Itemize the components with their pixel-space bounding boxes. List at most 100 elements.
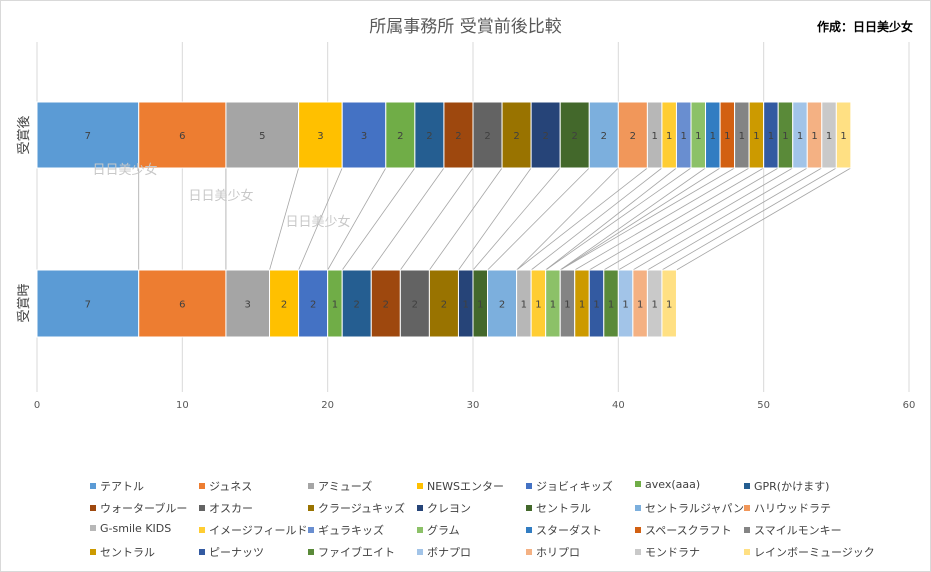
legend-label: スターダスト — [536, 524, 602, 537]
series-connector-line — [327, 167, 387, 271]
legend-label: グラム — [427, 524, 460, 537]
legend-label: ボナプロ — [427, 546, 471, 559]
data-label: 1 — [579, 300, 585, 311]
data-label: 1 — [651, 300, 657, 311]
legend-swatch — [417, 527, 423, 533]
bar-segment — [559, 101, 590, 169]
data-label: 2 — [397, 131, 403, 142]
legend-item: ピーナッツ — [199, 544, 264, 560]
series-connector-line — [559, 167, 735, 271]
legend-swatch — [199, 527, 205, 533]
bar-segment — [530, 101, 561, 169]
legend-swatch — [90, 549, 96, 555]
bar-segment — [428, 269, 459, 338]
series-connector-line — [429, 167, 503, 271]
data-label: 3 — [361, 131, 367, 142]
series-connector-line — [458, 167, 532, 271]
legend-label: セントラル — [100, 546, 155, 559]
data-label: 1 — [521, 300, 527, 311]
data-label: 7 — [85, 131, 91, 142]
data-label: 1 — [840, 131, 846, 142]
legend-swatch — [526, 527, 532, 533]
series-connector-line — [545, 167, 692, 271]
data-label: 1 — [564, 300, 570, 311]
watermark-text: 日日美少女 — [188, 188, 253, 204]
series-connector-line — [559, 167, 706, 271]
data-label: 2 — [441, 300, 447, 311]
legend-item: ホリプロ — [526, 544, 580, 560]
legend-label: ギュラキッズ — [318, 524, 384, 537]
legend-item: ギュラキッズ — [308, 522, 384, 538]
legend-label: テアトル — [100, 480, 144, 493]
legend-label: クラージュキッズ — [318, 502, 406, 515]
bar-segment — [617, 101, 648, 169]
bar-segment — [370, 269, 401, 338]
bar-segment — [835, 101, 852, 169]
legend-item: セントラル — [526, 500, 591, 516]
legend-swatch — [635, 505, 641, 511]
legend-swatch — [90, 505, 96, 511]
legend-item: ボナプロ — [417, 544, 471, 560]
series-connector-line — [370, 167, 445, 271]
bar-segment — [269, 269, 300, 338]
legend-label: GPR(かけます) — [754, 480, 830, 493]
legend-item: ウォーターブルー — [90, 500, 187, 516]
series-connector-line — [632, 167, 808, 271]
series-connector-line — [589, 167, 764, 271]
data-label: 2 — [310, 300, 316, 311]
legend-label: ウォーターブルー — [100, 502, 188, 515]
watermark-text: 日日美少女 — [92, 162, 157, 178]
data-label: 2 — [412, 300, 418, 311]
data-label: 1 — [681, 131, 687, 142]
chart-title: 所属事務所 受賞前後比較 — [369, 17, 562, 37]
series-connector-line — [603, 167, 779, 271]
legend-swatch — [308, 549, 314, 555]
legend-label: スペースクラフト — [645, 524, 732, 537]
watermark-text: 日日美少女 — [285, 214, 350, 230]
data-label: 1 — [622, 300, 628, 311]
legend-label: ホリプロ — [536, 546, 580, 559]
legend-swatch — [417, 483, 423, 489]
legend-item: セントラルジャパン — [635, 500, 744, 516]
legend-swatch — [744, 527, 750, 533]
legend-item: セントラル — [90, 544, 155, 560]
legend-label: セントラル — [536, 502, 591, 515]
data-label: 2 — [630, 131, 636, 142]
legend-item: ハリウッドラテ — [744, 500, 831, 516]
legend-swatch — [308, 527, 314, 533]
category-label: 受賞時 — [17, 283, 32, 322]
legend-swatch — [199, 549, 205, 555]
data-label: 6 — [179, 131, 185, 142]
series-connector-line — [298, 167, 343, 271]
data-label: 1 — [477, 300, 483, 311]
bar-segment — [385, 101, 416, 169]
data-label: 1 — [753, 131, 759, 142]
series-connector-line — [618, 167, 793, 271]
legend-swatch — [526, 483, 532, 489]
legend-item: クレヨン — [417, 500, 471, 516]
data-label: 1 — [739, 131, 745, 142]
legend-swatch — [744, 549, 750, 555]
series-connector-line — [472, 167, 561, 271]
legend-item: レインボーミュージック — [744, 544, 875, 560]
legend-label: ハリウッドラテ — [754, 502, 831, 515]
bar-segment — [298, 101, 343, 169]
data-label: 2 — [383, 300, 389, 311]
series-connector-line — [341, 167, 416, 271]
legend-label: ジョビィキッズ — [536, 480, 613, 493]
x-tick-label: 40 — [612, 400, 625, 411]
data-label: 1 — [651, 131, 657, 142]
legend-swatch — [526, 549, 532, 555]
legend-swatch — [90, 525, 96, 531]
data-label: 7 — [85, 300, 91, 311]
data-label: 1 — [666, 300, 672, 311]
legend-label: ピーナッツ — [209, 546, 264, 559]
legend-item: スペースクラフト — [635, 522, 732, 538]
legend-item: GPR(かけます) — [744, 478, 829, 494]
legend-label: avex(aaa) — [645, 478, 701, 491]
data-label: 1 — [637, 300, 643, 311]
legend-swatch — [417, 549, 423, 555]
legend-swatch — [744, 505, 750, 511]
legend-swatch — [526, 505, 532, 511]
